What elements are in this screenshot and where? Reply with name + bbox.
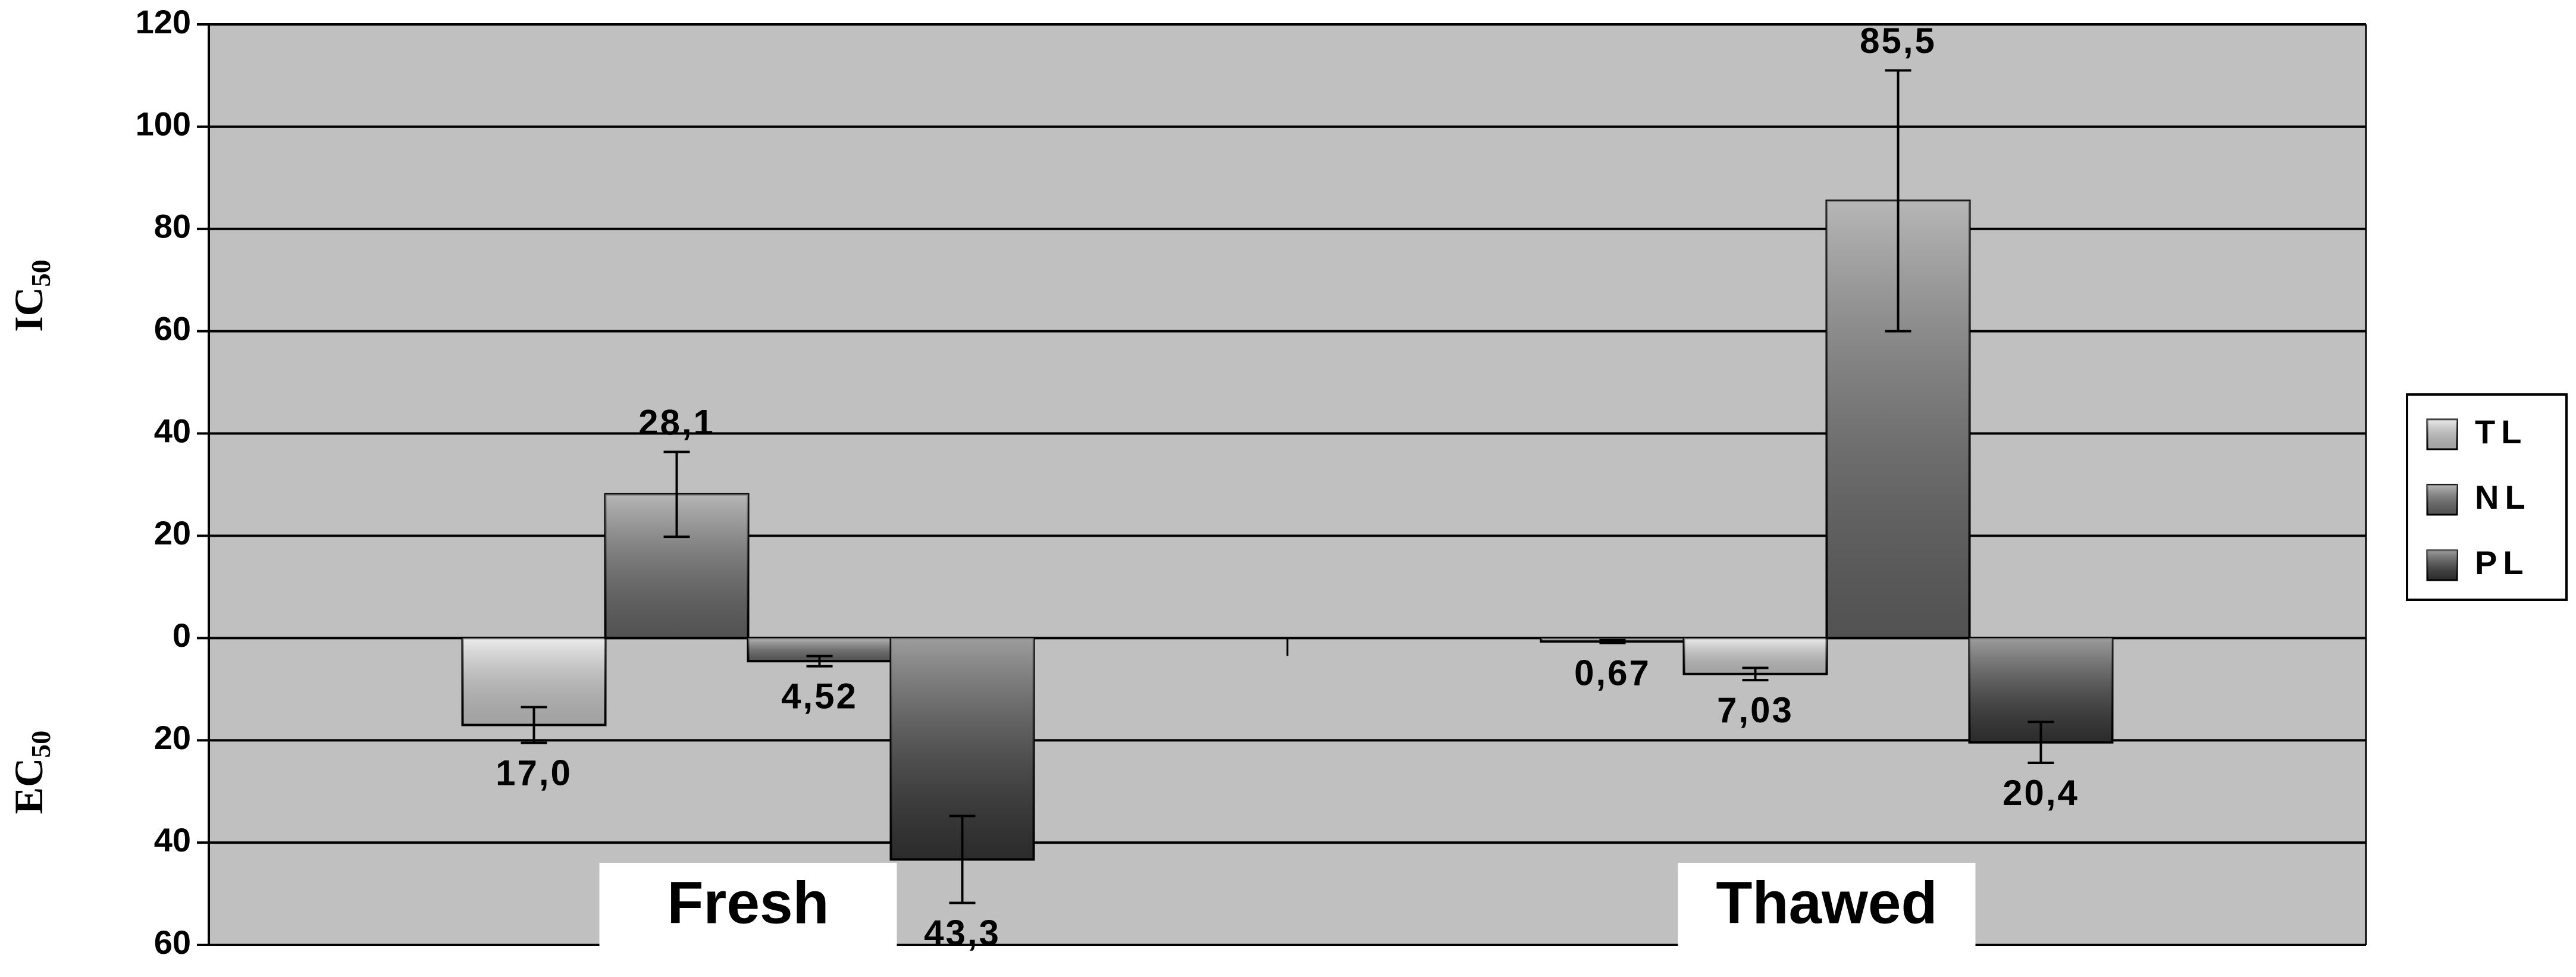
y-axis-label-sub: 50 xyxy=(26,259,56,287)
y-tick-label: 40 xyxy=(154,412,191,449)
value-label: 0,67 xyxy=(1574,653,1651,693)
value-label: 85,5 xyxy=(1860,21,1936,61)
y-tick-label: 60 xyxy=(154,309,191,347)
error-bar xyxy=(949,815,976,904)
y-axis-label-sub: 50 xyxy=(26,731,56,758)
error-bar xyxy=(663,450,690,538)
value-label: 4,52 xyxy=(781,677,858,716)
y-tick-label: 20 xyxy=(154,719,191,756)
y-axis-label: EC50 xyxy=(6,731,56,814)
value-label: 17,0 xyxy=(496,753,572,793)
error-bar xyxy=(1599,638,1626,644)
y-tick-label: 60 xyxy=(154,923,191,961)
category-label-box xyxy=(599,863,897,977)
category-label: Fresh xyxy=(667,869,829,936)
value-label: 28,1 xyxy=(638,402,715,442)
legend-swatch-shade xyxy=(2427,485,2457,515)
value-label: 7,03 xyxy=(1717,690,1794,730)
y-axis-label-text: IC xyxy=(6,287,51,332)
category-label: Thawed xyxy=(1716,869,1937,936)
error-bar xyxy=(1742,666,1769,682)
value-label: 43,3 xyxy=(924,913,1001,953)
plot-area xyxy=(209,24,2366,945)
y-tick-label: 120 xyxy=(136,3,191,40)
legend-swatch-shade xyxy=(2427,550,2457,580)
legend-swatch-shade xyxy=(2427,419,2457,449)
y-axis-label-text: EC xyxy=(6,758,51,814)
y-tick-label: 40 xyxy=(154,821,191,859)
error-bar xyxy=(2027,721,2054,765)
error-bar xyxy=(1885,69,1911,333)
y-axis-label: IC50 xyxy=(6,259,56,332)
category-label-box xyxy=(1678,863,1976,977)
y-tick-label: 80 xyxy=(154,208,191,245)
error-bar xyxy=(806,655,833,668)
legend-label: PL xyxy=(2475,544,2530,581)
legend-label: TL xyxy=(2475,413,2527,450)
value-label: 20,4 xyxy=(2002,773,2079,813)
error-bar xyxy=(521,706,547,744)
y-tick-label: 0 xyxy=(173,616,191,654)
legend-label: NL xyxy=(2475,478,2531,516)
y-tick-label: 20 xyxy=(154,514,191,552)
y-tick-label: 100 xyxy=(136,105,191,143)
